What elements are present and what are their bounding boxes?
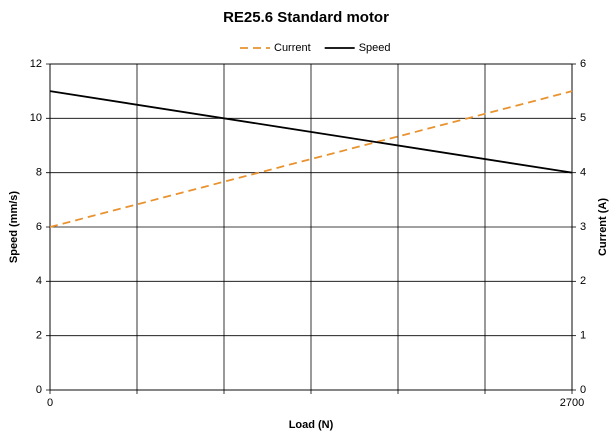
y-tick-label: 6 <box>36 221 42 233</box>
y-tick-label: 8 <box>36 167 42 179</box>
y-tick-label: 0 <box>36 384 42 396</box>
legend-label: Speed <box>359 42 391 54</box>
x-tick-label: 2700 <box>560 397 584 409</box>
y2-tick-label: 5 <box>580 112 586 124</box>
y2-tick-label: 6 <box>580 58 586 70</box>
legend-label: Current <box>274 42 311 54</box>
x-axis-label: Load (N) <box>289 419 334 431</box>
series-line <box>49 90 573 174</box>
y2-tick-label: 3 <box>580 221 586 233</box>
y-tick-label: 4 <box>36 275 42 287</box>
y2-axis-label: Current (A) <box>597 198 609 256</box>
y2-tick-label: 2 <box>580 275 586 287</box>
y-tick-label: 2 <box>36 330 42 342</box>
x-tick-label: 0 <box>47 397 53 409</box>
y-tick-label: 12 <box>30 58 42 70</box>
y2-tick-label: 1 <box>580 330 586 342</box>
y-axis-label: Speed (mm/s) <box>8 191 20 263</box>
y2-tick-label: 4 <box>580 167 586 179</box>
series-line <box>49 90 573 228</box>
chart-title: RE25.6 Standard motor <box>223 9 389 26</box>
y-tick-label: 10 <box>30 112 42 124</box>
y2-tick-label: 0 <box>580 384 586 396</box>
